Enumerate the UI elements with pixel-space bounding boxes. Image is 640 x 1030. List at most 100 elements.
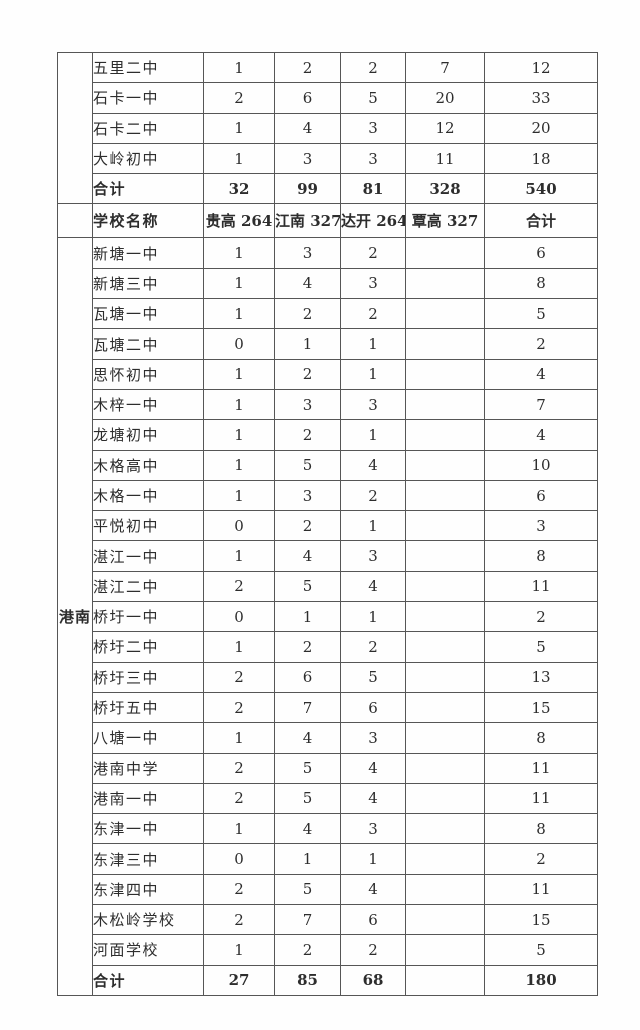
value-cell: 5 xyxy=(274,873,341,906)
value-cell: 11 xyxy=(405,142,485,175)
school-name-cell: 龙塘初中 xyxy=(92,419,204,451)
value-cell xyxy=(405,631,485,663)
value-cell xyxy=(405,934,485,966)
column-header-cell: 江南 327 xyxy=(274,203,341,239)
value-cell: 15 xyxy=(484,691,598,724)
column-header-cell: 覃高 327 xyxy=(405,203,485,239)
value-cell: 5 xyxy=(340,661,406,693)
table-row: 合计 27 85 68 180 xyxy=(58,964,598,996)
value-cell: 2 xyxy=(274,631,341,663)
value-cell: 1 xyxy=(274,328,341,360)
value-cell: 1 xyxy=(203,112,275,144)
value-cell: 3 xyxy=(340,388,406,421)
value-cell: 3 xyxy=(274,388,341,421)
value-cell: 2 xyxy=(274,358,341,390)
value-cell: 11 xyxy=(484,752,598,784)
total-value-cell: 328 xyxy=(405,173,485,205)
value-cell: 2 xyxy=(203,661,275,693)
school-name-cell: 港南中学 xyxy=(92,752,204,784)
table-row: 大岭初中 1 3 3 11 18 xyxy=(58,142,598,175)
value-cell: 2 xyxy=(274,934,341,966)
total-value-cell: 81 xyxy=(340,173,406,205)
table-row: 东津一中 1 4 3 8 xyxy=(58,813,598,845)
value-cell xyxy=(405,601,485,633)
table-row: 港南一中 2 5 4 11 xyxy=(58,782,598,815)
school-name-cell: 新塘一中 xyxy=(92,237,204,269)
value-cell: 1 xyxy=(340,601,406,633)
value-cell: 2 xyxy=(203,873,275,906)
region-cell-gangnan: 港南 xyxy=(57,237,93,996)
value-cell xyxy=(405,358,485,390)
value-cell: 1 xyxy=(340,328,406,360)
school-name-cell: 瓦塘一中 xyxy=(92,298,204,330)
value-cell: 33 xyxy=(484,82,598,114)
table-row: 河面学校 1 2 2 5 xyxy=(58,934,598,966)
value-cell: 1 xyxy=(274,601,341,633)
value-cell: 13 xyxy=(484,661,598,693)
value-cell: 6 xyxy=(274,661,341,693)
value-cell: 4 xyxy=(274,722,341,754)
value-cell: 1 xyxy=(203,358,275,390)
value-cell: 8 xyxy=(484,540,598,572)
table-row: 平悦初中 0 2 1 3 xyxy=(58,510,598,542)
value-cell: 1 xyxy=(203,142,275,175)
table-row: 桥圩二中 1 2 2 5 xyxy=(58,631,598,663)
value-cell: 7 xyxy=(274,691,341,724)
table-row: 合计 32 99 81 328 540 xyxy=(58,173,598,205)
column-header-cell: 合计 xyxy=(484,203,598,239)
value-cell: 5 xyxy=(484,934,598,966)
total-label-cell: 合计 xyxy=(92,173,204,205)
value-cell xyxy=(405,479,485,512)
value-cell: 1 xyxy=(203,419,275,451)
value-cell: 4 xyxy=(484,419,598,451)
table-row: 木松岭学校 2 7 6 15 xyxy=(58,904,598,936)
value-cell: 2 xyxy=(274,419,341,451)
school-name-cell: 新塘三中 xyxy=(92,267,204,300)
total-value-cell: 68 xyxy=(340,964,406,996)
region-cell-header xyxy=(57,203,93,239)
value-cell: 5 xyxy=(274,449,341,481)
column-header-cell: 贵高 264 xyxy=(203,203,275,239)
table-row: 思怀初中 1 2 1 4 xyxy=(58,358,598,390)
value-cell: 4 xyxy=(274,813,341,845)
value-cell: 1 xyxy=(340,843,406,875)
value-cell: 2 xyxy=(340,51,406,84)
value-cell: 3 xyxy=(274,479,341,512)
school-name-cell: 东津一中 xyxy=(92,813,204,845)
value-cell: 5 xyxy=(274,782,341,815)
value-cell: 8 xyxy=(484,813,598,845)
value-cell xyxy=(405,570,485,603)
value-cell: 1 xyxy=(274,843,341,875)
value-cell: 4 xyxy=(340,752,406,784)
value-cell xyxy=(405,661,485,693)
table-row: 东津四中 2 5 4 11 xyxy=(58,873,598,906)
admission-quota-table: 五里二中 1 2 2 7 12 石卡一中 2 6 5 20 33 石卡二中 1 4 3 12 20 大岭初中 1 3 3 1… xyxy=(57,51,598,996)
school-name-header-cell: 学校名称 xyxy=(92,203,204,239)
value-cell: 6 xyxy=(484,237,598,269)
school-name-cell: 大岭初中 xyxy=(92,142,204,175)
value-cell: 4 xyxy=(340,570,406,603)
school-name-cell: 河面学校 xyxy=(92,934,204,966)
value-cell: 1 xyxy=(340,510,406,542)
value-cell: 2 xyxy=(274,298,341,330)
value-cell xyxy=(405,691,485,724)
value-cell: 2 xyxy=(203,782,275,815)
value-cell: 6 xyxy=(274,82,341,114)
value-cell: 1 xyxy=(340,419,406,451)
value-cell: 3 xyxy=(340,112,406,144)
total-value-cell: 85 xyxy=(274,964,341,996)
table-row: 桥圩一中 0 1 1 2 xyxy=(58,601,598,633)
table-row: 木格一中 1 3 2 6 xyxy=(58,479,598,512)
value-cell: 2 xyxy=(203,570,275,603)
value-cell: 5 xyxy=(274,570,341,603)
total-label-cell: 合计 xyxy=(92,964,204,996)
table-row: 瓦塘一中 1 2 2 5 xyxy=(58,298,598,330)
value-cell: 1 xyxy=(203,51,275,84)
value-cell: 3 xyxy=(340,142,406,175)
table-body: 五里二中 1 2 2 7 12 石卡一中 2 6 5 20 33 石卡二中 1 4 3 12 20 大岭初中 1 3 3 1… xyxy=(57,51,598,996)
value-cell: 12 xyxy=(484,51,598,84)
value-cell xyxy=(405,540,485,572)
value-cell: 4 xyxy=(274,540,341,572)
value-cell: 1 xyxy=(340,358,406,390)
